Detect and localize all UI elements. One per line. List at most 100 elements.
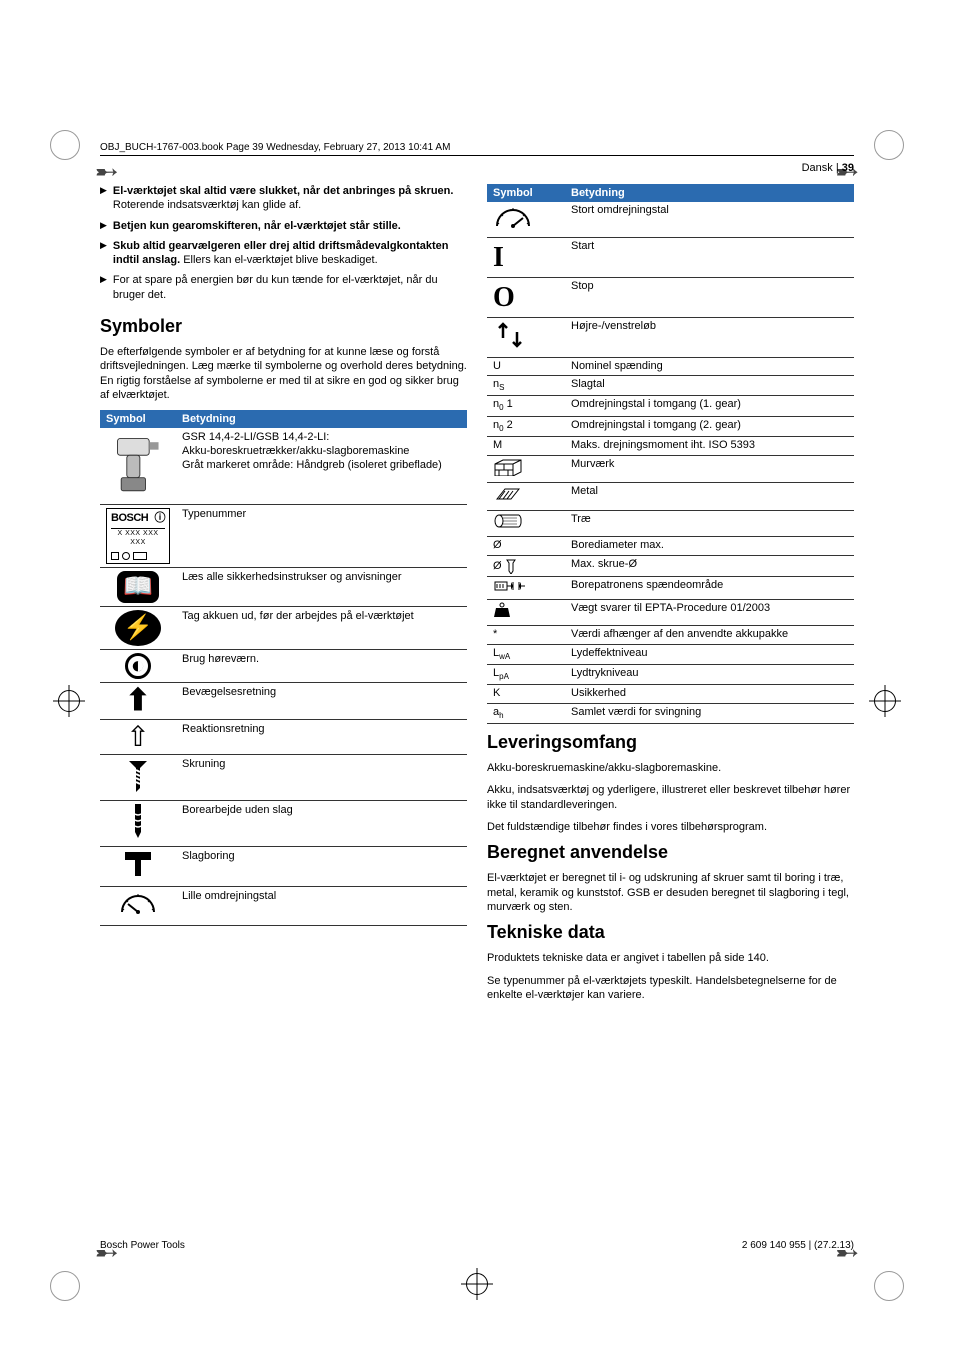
symbol-table-right: SymbolBetydning Stort omdrejningstal ISt… <box>487 184 854 724</box>
symbol-code: * <box>487 626 565 645</box>
wood-icon <box>487 511 565 537</box>
page-header: Dansk | 39 <box>100 162 854 174</box>
symbol-desc: Borepatronens spændeområde <box>565 576 854 600</box>
heading-tekniske: Tekniske data <box>487 922 854 943</box>
symbol-desc: Omdrejningstal i tomgang (2. gear) <box>565 416 854 436</box>
low-speed-icon <box>100 886 176 926</box>
left-column: ▶ El-værktøjet skal altid være slukket, … <box>100 184 467 1010</box>
symbol-code: M <box>487 436 565 455</box>
hammer-drilling-icon <box>100 846 176 886</box>
symbol-code: K <box>487 685 565 704</box>
symbol-desc: Bevægelsesretning <box>176 683 467 720</box>
symbol-desc: Slagboring <box>176 846 467 886</box>
symbol-desc: Brug høreværn. <box>176 650 467 683</box>
page-footer: Bosch Power Tools 2 609 140 955 | (27.2.… <box>100 1240 854 1251</box>
masonry-icon <box>487 455 565 483</box>
para: Det fuldstændige tilbehør findes i vores… <box>487 820 854 834</box>
symbol-desc: Tag akkuen ud, før der arbejdes på el-væ… <box>176 607 467 650</box>
para-symboler: De efterfølgende symboler er af betydnin… <box>100 345 467 402</box>
symbol-desc: Murværk <box>565 455 854 483</box>
page-number: 39 <box>842 162 854 174</box>
symbol-desc: Slagtal <box>565 376 854 396</box>
symbol-desc: Træ <box>565 511 854 537</box>
bullet-item: ▶ For at spare på energien bør du kun tæ… <box>100 273 467 302</box>
para: El-værktøjet er beregnet til i- og udskr… <box>487 871 854 914</box>
symbol-code: Ø <box>487 536 565 555</box>
screwing-icon <box>100 755 176 801</box>
heading-beregnet: Beregnet anvendelse <box>487 842 854 863</box>
symbol-code: nS <box>487 376 565 396</box>
movement-direction-icon: ⬆ <box>100 683 176 720</box>
bullet-marker-icon: ▶ <box>100 220 107 233</box>
doc-header-line: OBJ_BUCH-1767-003.book Page 39 Wednesday… <box>100 140 854 156</box>
chuck-range-icon <box>487 576 565 600</box>
th-symbol: Symbol <box>487 184 565 202</box>
bullet-text: El-værktøjet skal altid være slukket, nå… <box>113 184 467 213</box>
symbol-desc: Værdi afhænger af den anvendte akkupakke <box>565 626 854 645</box>
para: Produktets tekniske data er angivet i ta… <box>487 951 854 965</box>
symbol-desc: Vægt svarer til EPTA-Procedure 01/2003 <box>565 600 854 626</box>
symbol-desc: Lydtrykniveau <box>565 665 854 685</box>
screw-diameter-icon: Ø <box>487 555 565 576</box>
high-speed-icon <box>487 202 565 237</box>
bullet-marker-icon: ▶ <box>100 185 107 213</box>
heading-leveringsomfang: Leveringsomfang <box>487 732 854 753</box>
metal-icon <box>487 483 565 511</box>
symbol-desc: Omdrejningstal i tomgang (1. gear) <box>565 396 854 416</box>
bullet-item: ▶ Skub altid gearvælgeren eller drej alt… <box>100 239 467 268</box>
th-symbol: Symbol <box>100 410 176 428</box>
hearing-protection-icon: ◐ <box>100 650 176 683</box>
lang-label: Dansk | <box>802 162 842 174</box>
registration-mark <box>466 1273 488 1295</box>
symbol-code: ah <box>487 703 565 723</box>
heading-symboler: Symboler <box>100 316 467 337</box>
th-betydning: Betydning <box>565 184 854 202</box>
para: Se typenummer på el-værktøjets typeskilt… <box>487 974 854 1003</box>
bullet-marker-icon: ▶ <box>100 240 107 268</box>
crop-mark <box>874 1271 904 1301</box>
symbol-desc: GSR 14,4-2-LI/GSB 14,4-2-LI: Akku-boresk… <box>176 428 467 505</box>
bullet-text: For at spare på energien bør du kun tænd… <box>113 273 467 302</box>
symbol-desc: Lille omdrejningstal <box>176 886 467 926</box>
symbol-desc: Start <box>565 237 854 277</box>
crop-mark <box>50 1271 80 1301</box>
symbol-desc: Samlet værdi for svingning <box>565 703 854 723</box>
drill-icon <box>100 428 176 505</box>
footer-left: Bosch Power Tools <box>100 1240 185 1251</box>
symbol-code: LwA <box>487 644 565 664</box>
symbol-desc: Stort omdrejningstal <box>565 202 854 237</box>
remove-battery-icon: ⚡ <box>100 607 176 650</box>
symbol-desc: Borediameter max. <box>565 536 854 555</box>
weight-icon <box>487 600 565 626</box>
symbol-desc: Skruning <box>176 755 467 801</box>
symbol-desc: Metal <box>565 483 854 511</box>
bullet-list: ▶ El-værktøjet skal altid være slukket, … <box>100 184 467 302</box>
symbol-desc: Usikkerhed <box>565 685 854 704</box>
rotation-icon <box>487 317 565 357</box>
stop-icon: O <box>487 277 565 317</box>
bullet-item: ▶ Betjen kun gearomskifteren, når el-vær… <box>100 219 467 233</box>
bullet-marker-icon: ▶ <box>100 274 107 302</box>
drilling-icon <box>100 801 176 847</box>
symbol-desc: Maks. drejningsmoment iht. ISO 5393 <box>565 436 854 455</box>
symbol-desc: Reaktionsretning <box>176 720 467 755</box>
symbol-desc: Lydeffektniveau <box>565 644 854 664</box>
symbol-code: n0 2 <box>487 416 565 436</box>
symbol-code: n0 1 <box>487 396 565 416</box>
th-betydning: Betydning <box>176 410 467 428</box>
symbol-code: U <box>487 357 565 376</box>
bosch-label-icon: BOSCHⓘ X XXX XXX XXX <box>100 505 176 568</box>
reaction-direction-icon: ⇧ <box>100 720 176 755</box>
symbol-desc: Typenummer <box>176 505 467 568</box>
symbol-desc: Max. skrue-Ø <box>565 555 854 576</box>
bullet-item: ▶ El-værktøjet skal altid være slukket, … <box>100 184 467 213</box>
symbol-desc: Nominel spænding <box>565 357 854 376</box>
para: Akku, indsatsværktøj og yderligere, illu… <box>487 783 854 812</box>
bullet-text: Skub altid gearvælgeren eller drej altid… <box>113 239 467 268</box>
right-column: SymbolBetydning Stort omdrejningstal ISt… <box>487 184 854 1010</box>
symbol-desc: Stop <box>565 277 854 317</box>
symbol-table-left: SymbolBetydning GSR 14,4-2-LI/GSB 14,4-2… <box>100 410 467 926</box>
start-icon: I <box>487 237 565 277</box>
para: Akku-boreskruemaskine/akku-slagboremaski… <box>487 761 854 775</box>
symbol-desc: Læs alle sikkerhedsinstrukser og anvisni… <box>176 568 467 607</box>
